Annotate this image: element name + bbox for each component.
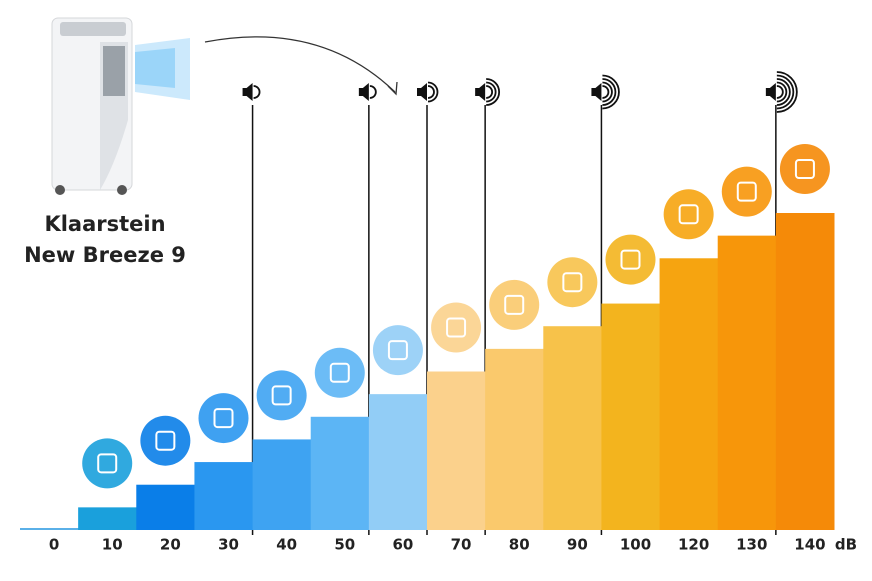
x-axis-label: dB xyxy=(835,536,857,554)
speaker-wave xyxy=(602,74,620,110)
icon xyxy=(140,415,191,466)
speaker-icon xyxy=(765,83,776,101)
product-image xyxy=(51,17,190,195)
bar xyxy=(601,303,661,530)
bar xyxy=(310,416,370,530)
speaker-icon xyxy=(475,83,486,101)
speaker-wave xyxy=(602,78,617,106)
x-tick-label: 80 xyxy=(509,536,530,554)
icon xyxy=(372,325,423,376)
icon-glyph xyxy=(620,249,641,270)
x-tick-label: 0 xyxy=(49,536,59,554)
x-tick-label: 50 xyxy=(334,536,355,554)
x-tick-label: 30 xyxy=(218,536,239,554)
speaker-icon xyxy=(358,83,369,101)
icon xyxy=(721,166,772,217)
speaker-icon xyxy=(417,83,427,101)
icon-glyph xyxy=(446,317,467,338)
icon xyxy=(198,393,249,444)
speaker-wave xyxy=(486,81,497,103)
x-tick-label: 20 xyxy=(160,536,181,554)
arrow-head xyxy=(387,81,398,96)
speaker-wave xyxy=(253,85,261,99)
brand-name: Klaarstein xyxy=(44,212,165,236)
icon xyxy=(605,234,656,285)
x-tick-label: 100 xyxy=(620,536,651,554)
bar xyxy=(717,235,777,530)
bar xyxy=(427,371,486,530)
x-tick-label: 130 xyxy=(736,536,767,554)
icon-glyph xyxy=(155,430,176,451)
icon xyxy=(314,347,365,398)
bar xyxy=(136,484,195,530)
speaker-wave xyxy=(776,81,788,103)
icon xyxy=(82,438,133,489)
model-name: New Breeze 9 xyxy=(24,243,186,267)
speaker-wave xyxy=(602,85,610,99)
speaker-icon xyxy=(591,83,602,101)
x-tick-label: 60 xyxy=(392,536,413,554)
bar xyxy=(78,507,137,530)
x-tick-label: 120 xyxy=(678,536,709,554)
x-tick-label: 140 xyxy=(794,536,825,554)
icon-glyph xyxy=(271,385,292,406)
icon-glyph xyxy=(97,453,118,474)
speaker-wave xyxy=(776,71,798,113)
icon xyxy=(779,144,830,194)
icon-glyph xyxy=(329,362,350,383)
bar xyxy=(775,213,835,530)
speaker-wave xyxy=(776,85,784,99)
speaker-wave xyxy=(486,78,501,106)
icon-glyph xyxy=(562,272,583,293)
speaker-wave xyxy=(776,78,791,106)
speaker-wave xyxy=(602,81,613,103)
x-tick-label: 10 xyxy=(102,536,123,554)
icon-glyph xyxy=(678,204,699,225)
speaker-wave xyxy=(776,74,795,110)
bar xyxy=(543,326,602,530)
icon-glyph xyxy=(736,181,757,202)
icon xyxy=(256,370,307,421)
x-tick-label: 40 xyxy=(276,536,297,554)
icon-glyph xyxy=(794,159,815,179)
icon-glyph xyxy=(387,340,408,361)
bar xyxy=(659,258,719,530)
speaker-icon xyxy=(242,83,253,101)
x-tick-label: 70 xyxy=(451,536,472,554)
speaker-wave xyxy=(427,85,435,99)
bar xyxy=(252,439,312,530)
bar xyxy=(194,462,254,530)
icon xyxy=(489,279,540,330)
speaker-wave xyxy=(369,85,377,99)
icon xyxy=(663,189,714,240)
bar xyxy=(20,528,79,530)
speaker-wave xyxy=(427,81,439,103)
arrow xyxy=(204,36,396,93)
icon xyxy=(547,257,598,308)
bar xyxy=(368,394,428,530)
speaker-wave xyxy=(486,85,494,99)
bar xyxy=(485,348,544,530)
icon-glyph xyxy=(213,408,234,429)
x-tick-label: 90 xyxy=(567,536,588,554)
icon-glyph xyxy=(504,294,525,315)
icon xyxy=(431,302,482,353)
